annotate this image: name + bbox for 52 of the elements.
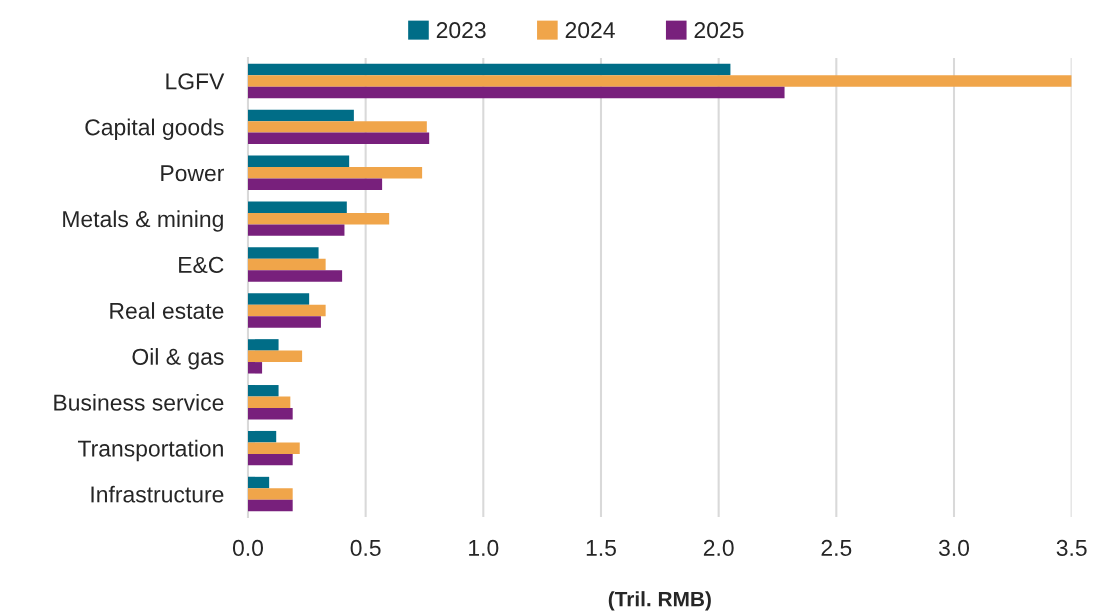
x-tick-label: 2.5	[821, 539, 852, 557]
y-tick-label: Metals & mining	[63, 210, 223, 232]
legend-label: 2023	[436, 22, 486, 39]
y-tick-label: Transportation	[77, 439, 223, 462]
bar	[247, 258, 326, 271]
y-tick-label: Capital goods	[85, 118, 224, 140]
bar	[247, 453, 293, 466]
y-tick-label: Power	[161, 165, 224, 182]
bar	[247, 201, 347, 213]
legend-label: 2025	[694, 22, 744, 39]
bar	[247, 442, 300, 454]
bar	[247, 316, 321, 328]
x-tick-label: 3.5	[1056, 539, 1087, 557]
x-tick-label: 1.5	[586, 540, 616, 557]
bar	[247, 476, 270, 489]
bar	[247, 178, 383, 190]
y-tick-label: Oil & gas	[132, 348, 224, 370]
bar	[247, 362, 263, 374]
x-tick-label: 3.0	[938, 539, 970, 557]
bar	[247, 247, 319, 259]
bar	[247, 212, 390, 225]
bar	[247, 385, 279, 397]
bar	[247, 86, 785, 99]
bar	[247, 224, 345, 236]
bar	[247, 350, 303, 363]
bar	[247, 304, 326, 317]
bar	[247, 121, 427, 133]
bar	[247, 430, 277, 443]
bar	[247, 75, 1072, 87]
x-tick-label: 0.5	[350, 539, 381, 557]
y-tick-label: Business service	[54, 393, 224, 411]
x-tick-label: 2.0	[703, 539, 734, 557]
y-tick-label: E&C	[179, 256, 224, 274]
y-tick-label: Real estate	[110, 302, 224, 319]
bar	[247, 109, 354, 122]
x-axis-title: (Tril. RMB)	[608, 591, 711, 611]
bar	[247, 293, 310, 305]
bar	[247, 339, 279, 351]
x-tick-label: 1.0	[469, 539, 499, 557]
bar	[247, 499, 293, 512]
x-tick-label: 0.0	[232, 539, 263, 557]
bar	[247, 155, 350, 168]
bar	[247, 407, 293, 420]
bar	[247, 270, 343, 282]
bar	[247, 167, 423, 179]
legend-label: 2024	[565, 22, 615, 39]
y-tick-label: Infrastructure	[91, 485, 224, 503]
bar	[247, 132, 430, 145]
bar	[247, 488, 293, 500]
bar	[247, 63, 731, 76]
y-tick-label: LGFV	[166, 73, 225, 90]
bar	[247, 396, 291, 408]
